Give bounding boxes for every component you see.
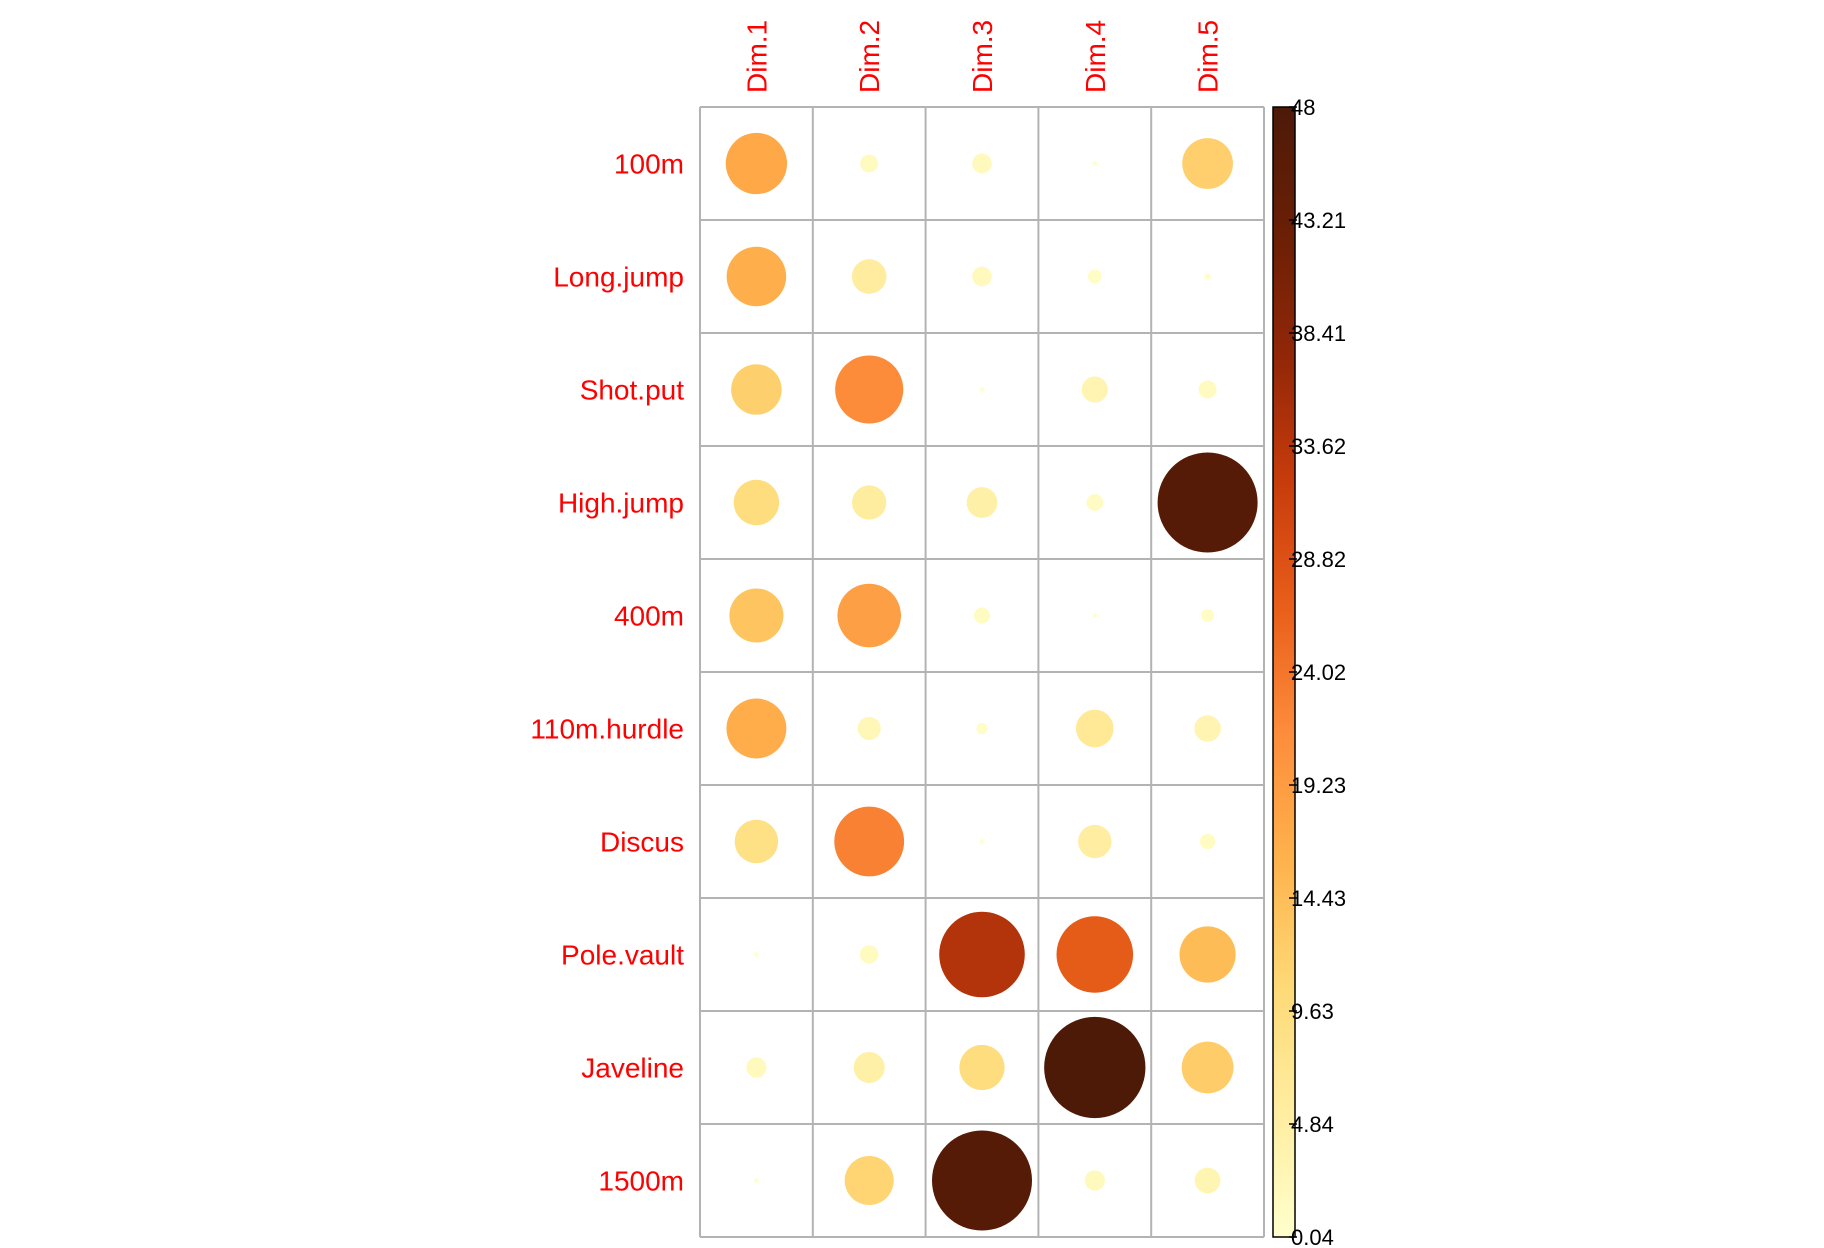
circle-9-4: [1044, 1016, 1146, 1119]
circle-3-5: [1198, 380, 1217, 399]
legend-tick-label: 0.04: [1291, 1225, 1334, 1248]
circle-3-3: [979, 387, 985, 392]
legend-tick-label: 48: [1291, 95, 1315, 120]
circle-2-1: [726, 246, 787, 307]
circle-6-2: [857, 716, 881, 741]
circles-layer: [725, 132, 1258, 1231]
circle-10-3: [931, 1130, 1033, 1231]
row-label-4: High.jump: [558, 488, 684, 519]
circle-3-1: [731, 364, 782, 415]
circle-6-1: [726, 698, 787, 759]
row-label-9: Javeline: [581, 1053, 684, 1084]
circle-9-2: [853, 1051, 885, 1084]
circle-8-2: [859, 945, 879, 964]
circle-5-2: [837, 583, 901, 648]
col-label-3: Dim.3: [967, 20, 998, 93]
row-label-6: 110m.hurdle: [530, 714, 684, 745]
circle-4-1: [733, 479, 780, 526]
circle-1-1: [725, 132, 788, 195]
color-legend: 48 43.21 38.41 33.62 28.82 24.02 19.23 14.43 9.6…: [1272, 95, 1346, 1248]
circle-4-4: [1086, 494, 1104, 511]
legend-tick-label: 9.63: [1291, 999, 1334, 1024]
circle-8-4: [1056, 916, 1134, 993]
legend-tick-label: 28.82: [1291, 547, 1346, 572]
circle-9-5: [1181, 1041, 1234, 1094]
circle-1-3: [972, 153, 992, 174]
circle-7-5: [1199, 833, 1216, 850]
row-labels: 100m Long.jump Shot.put High.jump 400m 110m.h…: [530, 149, 684, 1197]
circle-2-4: [1087, 269, 1102, 284]
circle-9-1: [746, 1057, 767, 1078]
column-labels: Dim.1 Dim.2 Dim.3 Dim.4 Dim.5: [741, 20, 1223, 93]
circle-8-1: [754, 952, 759, 957]
col-label-5: Dim.5: [1193, 20, 1224, 93]
legend-tick-label: 14.43: [1291, 886, 1346, 911]
legend-tick-label: 43.21: [1291, 208, 1346, 233]
circle-7-4: [1078, 824, 1112, 859]
circle-4-3: [966, 487, 998, 518]
row-label-3: Shot.put: [580, 375, 685, 406]
circle-10-4: [1084, 1170, 1105, 1191]
circle-3-4: [1081, 376, 1108, 403]
circle-5-5: [1201, 608, 1215, 623]
row-label-2: Long.jump: [553, 262, 684, 293]
circle-1-5: [1182, 138, 1233, 189]
row-label-7: Discus: [600, 827, 684, 858]
circle-5-1: [729, 588, 784, 643]
row-label-5: 400m: [614, 601, 684, 632]
legend-tick-label: 19.23: [1291, 773, 1346, 798]
circle-4-2: [852, 485, 887, 520]
legend-tick-label: 24.02: [1291, 660, 1346, 685]
circle-9-3: [959, 1044, 1005, 1091]
circle-8-3: [939, 911, 1025, 998]
legend-ticks: 48 43.21 38.41 33.62 28.82 24.02 19.23 14.43 9.6…: [1289, 95, 1346, 1248]
circle-5-4: [1092, 613, 1098, 618]
circle-6-3: [976, 722, 988, 735]
circle-5-3: [973, 607, 991, 624]
circle-4-5: [1157, 452, 1258, 553]
legend-tick-label: 4.84: [1291, 1112, 1334, 1137]
col-label-4: Dim.4: [1080, 20, 1111, 93]
circle-7-3: [979, 839, 985, 844]
legend-tick-label: 38.41: [1291, 321, 1346, 346]
circle-2-2: [851, 259, 887, 294]
row-label-8: Pole.vault: [561, 940, 684, 971]
col-label-2: Dim.2: [854, 20, 885, 93]
circle-3-2: [835, 355, 904, 424]
grid: [699, 106, 1265, 1238]
circle-2-5: [1204, 273, 1211, 280]
row-label-1: 100m: [614, 149, 684, 180]
circle-6-5: [1194, 715, 1221, 742]
circle-10-1: [754, 1178, 759, 1183]
circle-1-4: [1092, 161, 1098, 166]
circle-8-5: [1179, 926, 1236, 983]
row-label-10: 1500m: [598, 1166, 684, 1197]
circle-7-2: [834, 806, 905, 877]
circle-6-4: [1075, 709, 1114, 748]
col-label-1: Dim.1: [741, 20, 772, 93]
circle-7-1: [734, 819, 779, 864]
circle-10-2: [844, 1155, 894, 1206]
legend-tick-label: 33.62: [1291, 434, 1346, 459]
circle-1-2: [860, 154, 879, 173]
circle-10-5: [1194, 1167, 1221, 1194]
circle-2-3: [972, 266, 992, 287]
